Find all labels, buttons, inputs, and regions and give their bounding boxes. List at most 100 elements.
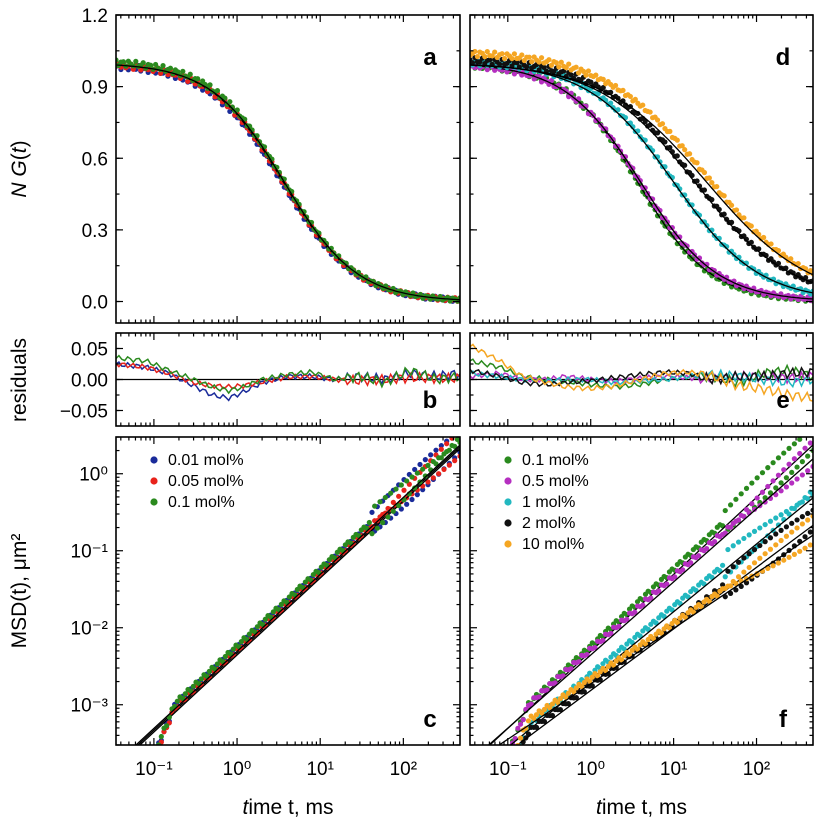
data-point [390, 508, 396, 514]
data-point [573, 695, 579, 701]
data-point [137, 787, 142, 792]
data-point [658, 630, 665, 636]
data-point [133, 58, 139, 64]
data-point [781, 467, 787, 473]
data-point [791, 456, 797, 462]
data-point [483, 819, 488, 824]
data-point [486, 797, 491, 802]
data-point [140, 60, 146, 66]
data-point [499, 782, 504, 787]
data-point [417, 461, 423, 468]
data-point [743, 236, 749, 242]
data-point [797, 548, 803, 554]
data-point [153, 748, 158, 753]
data-point [735, 517, 742, 523]
panel-e-residual-4 [470, 343, 813, 403]
data-point [667, 128, 673, 134]
data-point [757, 525, 763, 531]
data-point [748, 223, 754, 229]
data-point [589, 683, 595, 689]
data-point [797, 450, 803, 457]
data-point [515, 725, 521, 731]
data-point [546, 57, 552, 63]
panel-a-series-0 [116, 61, 460, 304]
data-point [642, 641, 649, 647]
data-point [557, 696, 564, 702]
data-point [472, 48, 478, 55]
data-point [712, 538, 718, 545]
data-point [536, 59, 542, 65]
data-point [393, 486, 399, 492]
data-point [807, 542, 813, 548]
data-point [372, 503, 378, 509]
data-point [388, 490, 394, 496]
data-point [762, 539, 768, 545]
data-point [486, 817, 491, 822]
data-point [474, 53, 481, 60]
fit-line [516, 524, 813, 745]
legend-entry: 2 mol% [522, 515, 575, 532]
data-point [802, 445, 808, 451]
data-point [741, 535, 747, 542]
data-point [571, 689, 577, 695]
data-point [492, 49, 498, 55]
data-point [743, 580, 750, 586]
panel-a-y-tick-label: 0.3 [82, 221, 108, 242]
data-point [404, 478, 410, 484]
legend-entry: 1 mol% [522, 494, 575, 511]
data-point [180, 68, 186, 74]
panel-a-y-tick-label: 1.2 [82, 6, 108, 27]
data-point [425, 462, 431, 468]
data-point [494, 787, 499, 792]
fit-line [470, 64, 813, 284]
data-point [401, 487, 407, 493]
data-point [794, 525, 800, 531]
panel-e-frame [469, 332, 814, 427]
data-point [409, 474, 415, 480]
data-point [741, 215, 747, 221]
data-point [438, 455, 444, 461]
data-point [603, 126, 609, 132]
data-point [525, 718, 532, 724]
fit-line [135, 444, 460, 745]
data-point [132, 802, 137, 807]
data-point [497, 793, 502, 798]
data-point [519, 52, 525, 58]
data-point [770, 460, 776, 466]
data-point [414, 492, 420, 498]
legend-entry: 0.1 mol% [168, 494, 235, 511]
data-point [548, 78, 555, 84]
data-point [585, 68, 592, 74]
data-point [634, 646, 641, 652]
data-point [137, 787, 142, 792]
data-point [558, 59, 564, 65]
data-point [684, 243, 690, 249]
data-point [762, 551, 768, 557]
data-point [509, 55, 515, 62]
data-point [195, 76, 201, 82]
data-point [701, 219, 708, 225]
data-point [499, 51, 505, 57]
data-point [398, 482, 404, 488]
data-point [446, 447, 452, 453]
data-point [514, 60, 520, 66]
data-point [475, 824, 480, 829]
data-point [679, 143, 685, 149]
panel-f-frame [469, 436, 814, 746]
data-point [455, 430, 460, 435]
data-point [129, 806, 134, 811]
panel-label-e: e [776, 387, 789, 414]
panel-f-x-tick-label: 10² [743, 759, 770, 780]
data-point [600, 637, 606, 644]
panel-c-y-tick-label: 10⁰ [79, 465, 108, 486]
legend-marker [504, 456, 512, 464]
data-point [484, 67, 490, 73]
data-point [382, 494, 388, 501]
data-point [148, 62, 154, 68]
data-point [789, 520, 795, 526]
data-point [446, 462, 452, 468]
data-point [528, 701, 534, 707]
data-point [214, 87, 221, 94]
data-point [730, 564, 736, 570]
